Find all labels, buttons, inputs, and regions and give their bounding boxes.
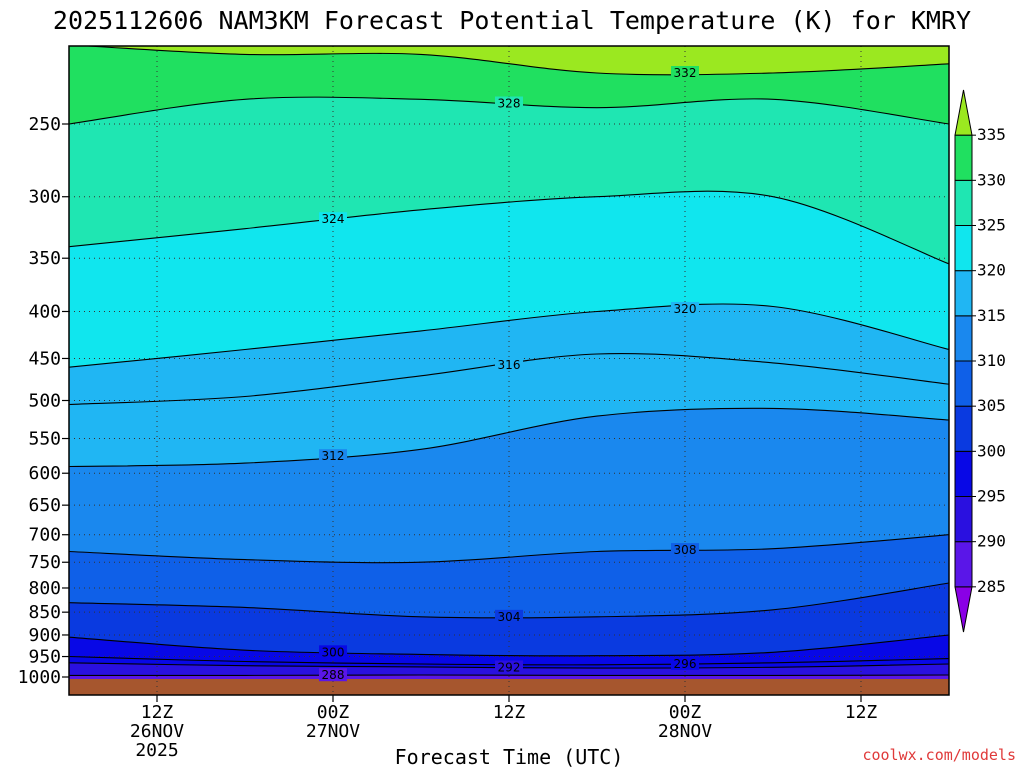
contour-308 <box>69 534 949 564</box>
contour-332 <box>79 46 949 76</box>
colorbar-segment-2 <box>954 496 973 543</box>
contour-label-bg-312 <box>319 449 347 463</box>
colorbar-label-290: 290 <box>977 532 1006 551</box>
y-tick-label-800: 800 <box>28 578 61 599</box>
x-tick-label-54-1: 12Z <box>845 702 878 723</box>
y-tick-label-550: 550 <box>28 429 61 450</box>
colorbar: 285 290 295 300 305 310 315 320 325 330 335 <box>954 89 1006 633</box>
y-tick-label-650: 650 <box>28 495 61 516</box>
contour-label-332: 332 <box>674 66 697 80</box>
colorbar-segment-11 <box>954 89 973 136</box>
y-tick-label-250: 250 <box>28 114 61 135</box>
colorbar-label-285: 285 <box>977 577 1006 596</box>
x-tick-label-6-1: 12Z <box>141 702 174 723</box>
y-tick-label-450: 450 <box>28 348 61 369</box>
contour-label-bg-316 <box>495 357 523 371</box>
colorbar-segment-4 <box>954 405 973 452</box>
x-axis-label: Forecast Time (UTC) <box>395 745 624 768</box>
contour-label-bg-332 <box>671 66 699 80</box>
colorbar-segment-10 <box>954 134 973 181</box>
contour-label-bg-292 <box>495 660 523 674</box>
contour-label-328: 328 <box>498 97 521 111</box>
x-tick-label-6-2: 26NOV <box>130 721 184 742</box>
y-tick-label-850: 850 <box>28 602 61 623</box>
contour-labels: 288 292 296 300 304 308 312 316 320 324 328 332 <box>319 66 699 682</box>
colorbar-segment-5 <box>954 360 973 407</box>
colorbar-label-315: 315 <box>977 306 1006 325</box>
credit-text: coolwx.com/models <box>862 746 1016 764</box>
contour-label-bg-300 <box>319 645 347 659</box>
y-tick-label-950: 950 <box>28 647 61 668</box>
colorbar-segment-3 <box>954 450 973 498</box>
contour-label-312: 312 <box>322 449 345 463</box>
contour-label-bg-296 <box>671 656 699 670</box>
y-tick-label-600: 600 <box>28 463 61 484</box>
y-tick-label-700: 700 <box>28 525 61 546</box>
contour-label-bg-304 <box>495 609 523 623</box>
contour-label-304: 304 <box>498 610 521 624</box>
colorbar-label-335: 335 <box>977 125 1006 144</box>
contour-label-308: 308 <box>674 543 697 557</box>
contour-320 <box>69 303 949 368</box>
y-tick-label-900: 900 <box>28 625 61 646</box>
contour-label-288: 288 <box>322 668 345 682</box>
contour-label-bg-324 <box>319 212 347 226</box>
colorbar-label-300: 300 <box>977 441 1006 460</box>
colorbar-label-330: 330 <box>977 170 1006 189</box>
colorbar-label-320: 320 <box>977 261 1006 280</box>
contour-label-300: 300 <box>322 645 345 659</box>
colorbar-segment-0 <box>954 586 973 633</box>
x-tick-label-18-1: 00Z <box>317 702 350 723</box>
y-tick-label-350: 350 <box>28 248 61 269</box>
colorbar-segment-1 <box>954 541 973 588</box>
colorbar-label-310: 310 <box>977 351 1006 370</box>
contour-label-292: 292 <box>498 661 521 675</box>
contour-label-bg-288 <box>319 668 347 682</box>
y-tick-label-750: 750 <box>28 552 61 573</box>
contour-label-316: 316 <box>498 358 521 372</box>
y-tick-label-500: 500 <box>28 391 61 412</box>
x-tick-label-42-1: 00Z <box>669 702 702 723</box>
contour-300 <box>69 634 949 657</box>
colorbar-segment-7 <box>954 270 973 317</box>
contour-label-320: 320 <box>674 302 697 316</box>
colorbar-label-325: 325 <box>977 216 1006 235</box>
x-tick-label-6-3: 2025 <box>135 740 178 761</box>
colorbar-label-305: 305 <box>977 396 1006 415</box>
y-tick-label-400: 400 <box>28 301 61 322</box>
contour-label-324: 324 <box>322 212 345 226</box>
x-tick-label-42-2: 28NOV <box>658 721 712 742</box>
contour-312 <box>69 407 949 468</box>
contour-label-296: 296 <box>674 657 697 671</box>
contour-324 <box>69 190 949 265</box>
y-tick-label-300: 300 <box>28 187 61 208</box>
colorbar-label-295: 295 <box>977 487 1006 506</box>
contour-label-bg-328 <box>495 96 523 110</box>
contour-label-bg-320 <box>671 301 699 315</box>
y-tick-label-1000: 1000 <box>18 667 61 688</box>
colorbar-segment-8 <box>954 225 973 272</box>
x-tick-label-30-1: 12Z <box>493 702 526 723</box>
contour-label-bg-308 <box>671 543 699 557</box>
chart-title: 2025112606 NAM3KM Forecast Potential Tem… <box>53 6 971 35</box>
x-tick-label-18-2: 27NOV <box>306 721 360 742</box>
colorbar-segment-6 <box>954 315 973 362</box>
colorbar-segment-9 <box>954 179 973 226</box>
